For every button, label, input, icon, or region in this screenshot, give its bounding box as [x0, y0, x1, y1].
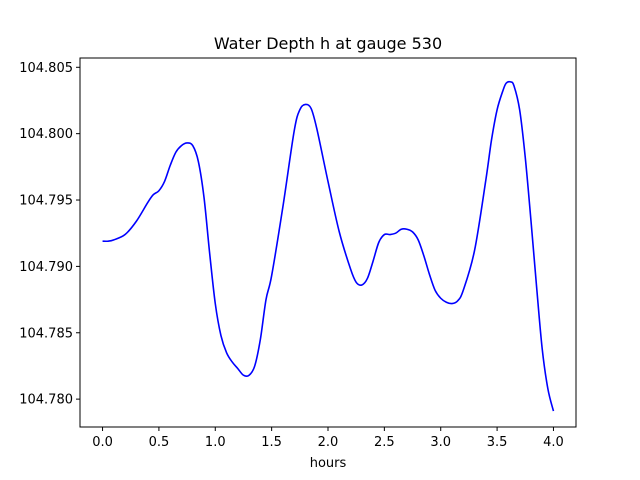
y-tick-label: 104.780 — [19, 393, 73, 408]
plot-area — [80, 58, 576, 427]
x-tick-label: 2.5 — [374, 435, 395, 450]
x-tick-label: 1.5 — [261, 435, 282, 450]
x-tick-label: 2.0 — [318, 435, 339, 450]
y-tick-label: 104.800 — [19, 127, 73, 142]
y-tick-label: 104.790 — [19, 260, 73, 275]
x-tick-label: 0.0 — [92, 435, 113, 450]
y-axis: 104.780 104.785 104.790 104.795 104.800 104.8… — [19, 61, 80, 408]
chart-title: Water Depth h at gauge 530 — [214, 34, 442, 53]
x-tick-label: 3.5 — [487, 435, 508, 450]
y-tick-label: 104.785 — [19, 326, 73, 341]
x-axis-label: hours — [310, 456, 347, 471]
plot-frame — [79, 57, 577, 428]
x-axis: 0.0 0.5 1.0 1.5 2.0 2.5 3.0 3.5 4.0 — [92, 427, 564, 450]
y-tick-label: 104.805 — [19, 61, 73, 76]
x-tick-label: 1.0 — [205, 435, 226, 450]
series-line — [102, 80, 555, 412]
x-tick-label: 3.0 — [430, 435, 451, 450]
x-tick-label: 0.5 — [149, 435, 170, 450]
x-tick-label: 4.0 — [543, 435, 564, 450]
y-tick-label: 104.795 — [19, 194, 73, 209]
